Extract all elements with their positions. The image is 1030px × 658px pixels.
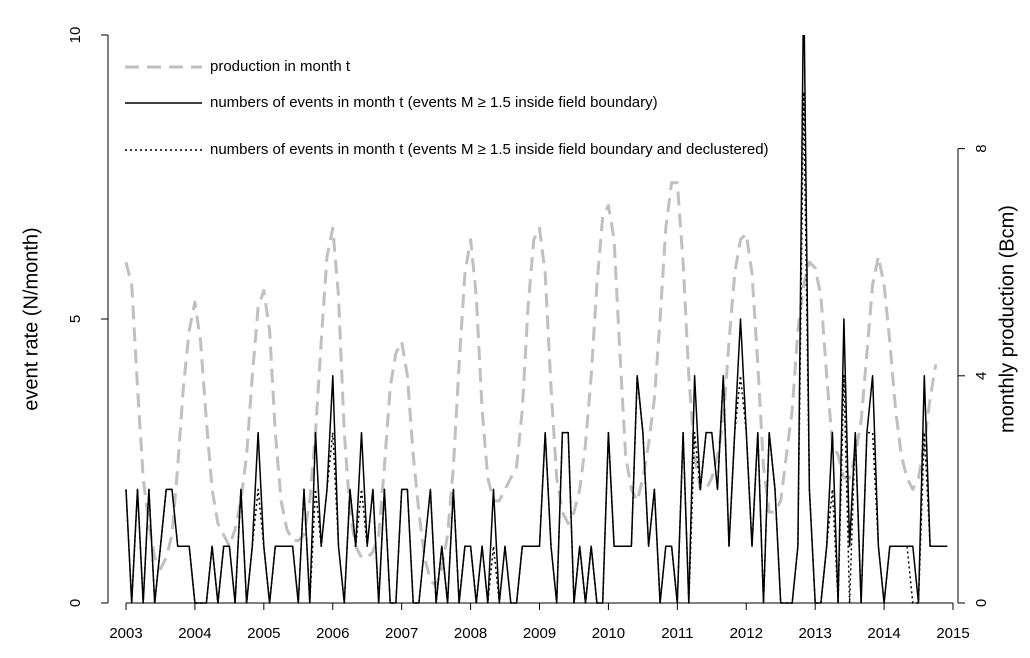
- x-tick-label: 2015: [936, 625, 969, 642]
- x-tick-label: 2004: [178, 625, 211, 642]
- y2-tick-label: 4: [973, 372, 990, 380]
- x-tick-label: 2010: [592, 625, 625, 642]
- series-line: [124, 181, 938, 588]
- x-tick-label: 2011: [661, 625, 693, 642]
- x-tick-label: 2014: [867, 625, 900, 642]
- x-tick-label: 2012: [730, 625, 763, 642]
- x-tick-label: 2005: [247, 625, 280, 642]
- y-tick-label: 5: [67, 315, 84, 323]
- series-line: [125, 35, 948, 604]
- x-tick-label: 2008: [454, 625, 487, 642]
- x-tick-label: 2007: [385, 625, 418, 642]
- y2-axis-title: monthly production (Bcm): [996, 205, 1018, 433]
- y-tick-label: 10: [67, 27, 84, 44]
- y2-tick-label: 8: [973, 144, 990, 152]
- legend-label: numbers of events in month t (events M ≥…: [210, 94, 658, 111]
- y2-tick-label: 0: [973, 599, 990, 607]
- plot-area: [124, 35, 948, 604]
- x-tick-label: 2006: [316, 625, 349, 642]
- y-axis-title: event rate (N/month): [20, 227, 42, 410]
- x-tick-label: 2003: [109, 625, 142, 642]
- x-tick-label: 2013: [798, 625, 831, 642]
- x-tick-label: 2009: [523, 625, 556, 642]
- y-tick-label: 0: [67, 599, 84, 607]
- legend-label: numbers of events in month t (events M ≥…: [210, 141, 769, 158]
- legend-label: production in month t: [210, 58, 351, 75]
